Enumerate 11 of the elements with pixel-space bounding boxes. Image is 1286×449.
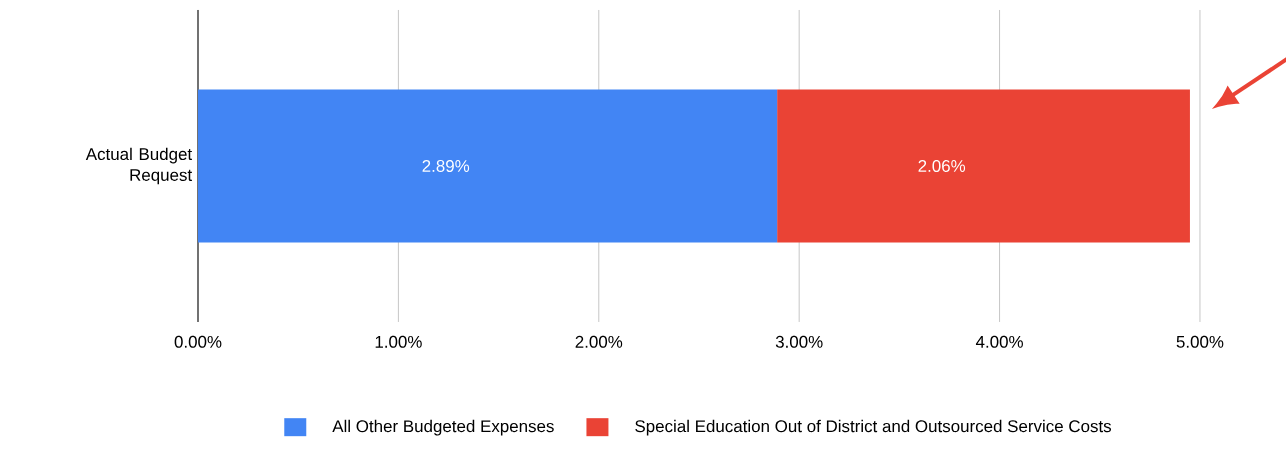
data-label: 2.89% xyxy=(422,159,470,172)
x-tick-label: 2.00% xyxy=(575,335,623,348)
x-tick-label: 1.00% xyxy=(375,335,422,348)
y-tick-label: Actual Budget Request xyxy=(85,147,193,185)
x-tick-label: 3.00% xyxy=(775,335,823,348)
x-tick-label: 0.00% xyxy=(174,335,222,348)
x-tick-label: 4.00% xyxy=(975,335,1023,348)
legend-label: Special Education Out of District and Outsourced Service Costs xyxy=(635,419,1112,436)
legend-label: All Other Budgeted Expenses xyxy=(332,419,554,436)
x-tick-label: 5.00% xyxy=(1176,335,1224,348)
data-label: 2.06% xyxy=(918,159,966,172)
